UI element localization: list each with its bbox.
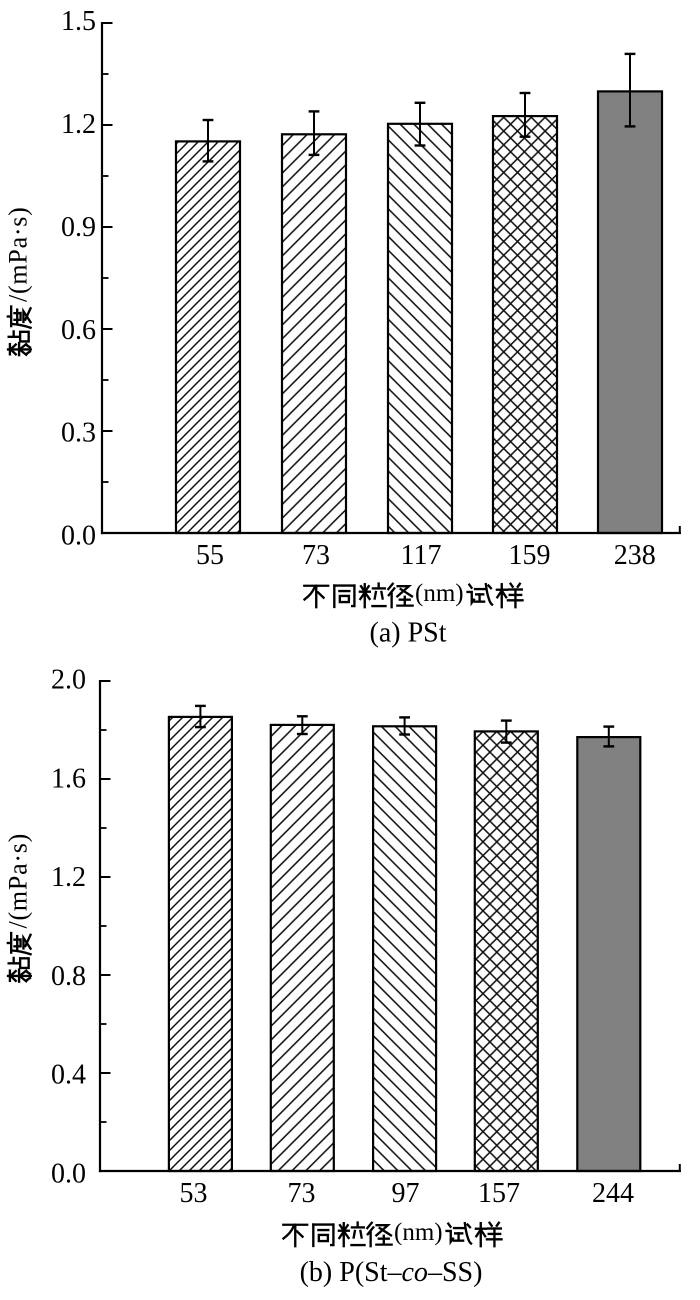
svg-text:/(mPa·s): /(mPa·s) [4, 206, 33, 302]
svg-text:117: 117 [401, 540, 442, 571]
svg-text:73: 73 [288, 1178, 316, 1209]
svg-text:244: 244 [592, 1178, 634, 1209]
svg-text:97: 97 [392, 1178, 420, 1209]
svg-text:0.0: 0.0 [61, 521, 96, 552]
svg-text:157: 157 [478, 1178, 520, 1209]
svg-text:0.0: 0.0 [51, 1159, 86, 1190]
svg-text:(nm): (nm) [394, 1219, 443, 1246]
svg-text:0.9: 0.9 [61, 212, 96, 243]
svg-text:(a) PSt: (a) PSt [370, 618, 447, 649]
svg-text:1.6: 1.6 [51, 763, 86, 794]
svg-text:0.6: 0.6 [61, 315, 96, 346]
svg-text:(nm): (nm) [415, 580, 464, 607]
svg-text:1.2: 1.2 [51, 862, 86, 893]
svg-text:0.8: 0.8 [51, 961, 86, 992]
svg-text:55: 55 [196, 540, 224, 571]
svg-text:0.3: 0.3 [61, 418, 96, 449]
svg-text:73: 73 [302, 540, 330, 571]
svg-text:53: 53 [180, 1178, 208, 1209]
svg-text:/(mPa·s): /(mPa·s) [4, 833, 33, 929]
svg-text:1.5: 1.5 [61, 6, 96, 37]
svg-text:2.0: 2.0 [51, 665, 86, 696]
svg-text:159: 159 [509, 540, 551, 571]
svg-text:(b) P(St–co–SS): (b) P(St–co–SS) [300, 1257, 483, 1288]
svg-text:238: 238 [614, 540, 656, 571]
svg-text:0.4: 0.4 [51, 1060, 86, 1091]
svg-text:1.2: 1.2 [61, 109, 96, 140]
